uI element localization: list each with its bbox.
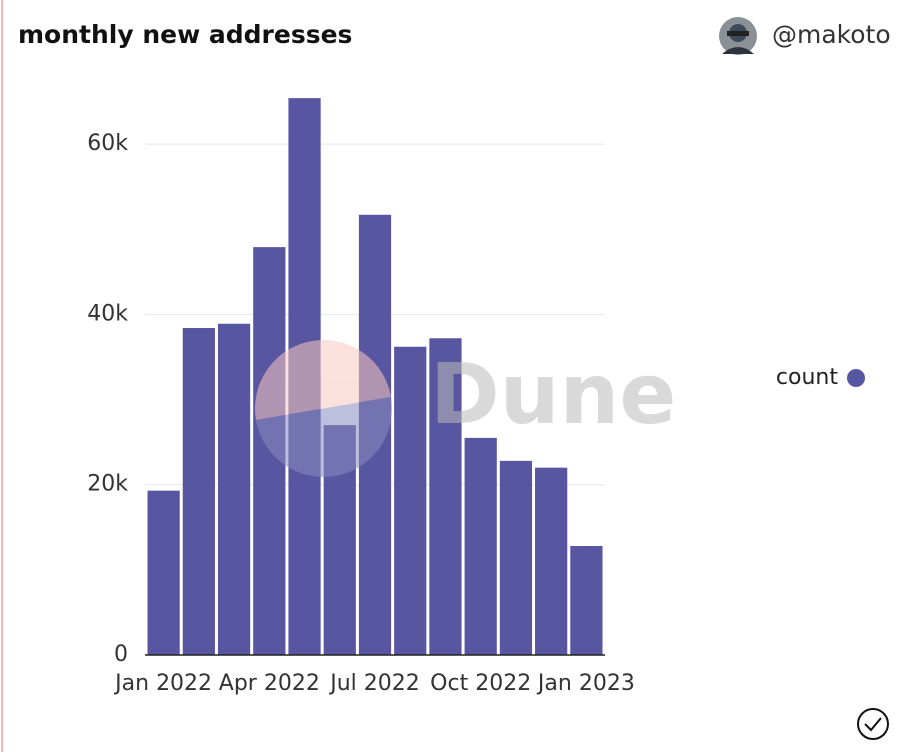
check-icon[interactable] [857, 708, 889, 740]
username[interactable]: @makoto [772, 20, 891, 49]
watermark-text: Dune [430, 345, 676, 443]
bar [147, 490, 180, 655]
x-tick-label: Apr 2022 [219, 671, 320, 696]
watermark: Dune [255, 340, 676, 477]
bar [217, 323, 251, 655]
x-tick-label: Jul 2022 [328, 671, 420, 696]
x-tick-label: Oct 2022 [430, 671, 531, 696]
avatar[interactable] [719, 17, 757, 55]
bar [499, 460, 533, 655]
bar [535, 467, 568, 655]
legend-swatch [847, 369, 865, 387]
chart-title: monthly new addresses [18, 20, 352, 49]
y-tick-label: 0 [114, 642, 128, 667]
x-tick-label: Jan 2022 [113, 671, 212, 696]
watermark-logo-bottom [256, 397, 392, 477]
bar [182, 328, 215, 655]
bar [570, 546, 603, 655]
y-tick-label: 20k [87, 472, 128, 497]
bar [429, 338, 462, 655]
bar [464, 437, 497, 655]
legend-label: count [776, 365, 838, 390]
watermark-logo-top [255, 340, 391, 420]
bar [394, 346, 427, 655]
y-tick-label: 60k [87, 131, 128, 156]
y-tick-label: 40k [87, 301, 128, 326]
x-tick-label: Jan 2023 [536, 671, 635, 696]
